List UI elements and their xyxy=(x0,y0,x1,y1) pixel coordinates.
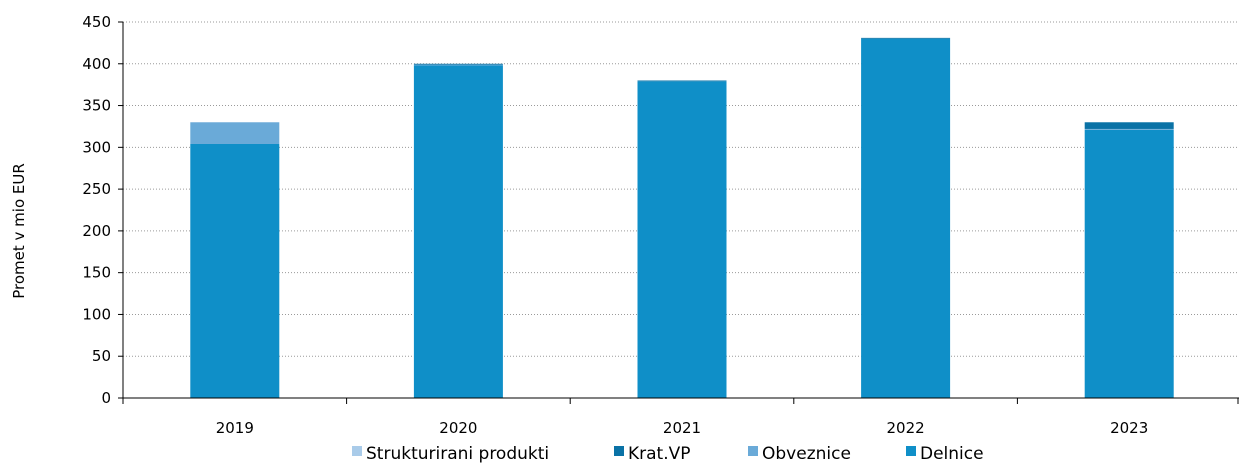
x-tick-label: 2021 xyxy=(663,419,701,437)
legend: Strukturirani produkti Krat.VP Obveznice De… xyxy=(352,444,984,464)
bar-obveznice-2019 xyxy=(190,122,280,144)
legend-swatch xyxy=(352,446,362,456)
bars xyxy=(190,37,1174,399)
bar-delnice-2023 xyxy=(1084,129,1174,398)
y-tick-label: 400 xyxy=(82,55,111,73)
x-tick-labels: 2019 2020 2021 2022 2023 xyxy=(216,419,1149,437)
bar-obveznice-2023 xyxy=(1084,128,1174,130)
legend-swatch xyxy=(614,446,624,456)
bar-delnice-2022 xyxy=(861,38,951,398)
x-tick-label: 2022 xyxy=(887,419,925,437)
x-tick-label: 2023 xyxy=(1110,419,1148,437)
y-tick-label: 200 xyxy=(82,222,111,240)
legend-label: Krat.VP xyxy=(628,444,691,464)
legend-swatch xyxy=(906,446,916,456)
bar-krat-vp-2022 xyxy=(861,37,951,39)
legend-label: Obveznice xyxy=(762,444,851,464)
bar-obveznice-2020 xyxy=(413,64,503,66)
bar-delnice-2019 xyxy=(190,143,280,398)
bar-delnice-2020 xyxy=(413,65,503,399)
bar-krat-vp-2021 xyxy=(637,80,727,82)
y-tick-label: 150 xyxy=(82,264,111,282)
y-tick-label: 0 xyxy=(101,389,111,407)
y-tick-label: 250 xyxy=(82,180,111,198)
y-tick-label: 100 xyxy=(82,305,111,323)
legend-label: Strukturirani produkti xyxy=(366,444,549,464)
bar-delnice-2021 xyxy=(637,81,727,398)
axes xyxy=(118,21,1239,404)
bar-krat-vp-2020 xyxy=(413,63,503,65)
bar-krat-vp-2023 xyxy=(1084,122,1174,129)
y-tick-label: 300 xyxy=(82,138,111,156)
x-tick-label: 2020 xyxy=(439,419,477,437)
y-axis-label: Promet v mio EUR xyxy=(10,163,28,299)
x-tick-label: 2019 xyxy=(216,419,254,437)
y-tick-label: 350 xyxy=(82,97,111,115)
y-tick-label: 450 xyxy=(82,13,111,31)
y-tick-labels: 0 50 100 150 200 250 300 350 400 450 xyxy=(82,13,111,407)
y-tick-label: 50 xyxy=(92,347,111,365)
legend-label: Delnice xyxy=(920,444,984,464)
legend-swatch xyxy=(748,446,758,456)
